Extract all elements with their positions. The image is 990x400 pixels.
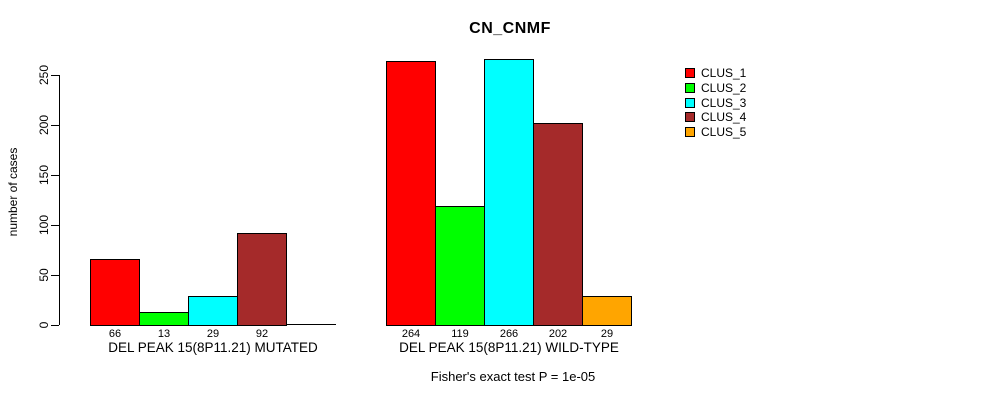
bar-clus-5-group-2 bbox=[582, 296, 632, 326]
bar-value-label: 202 bbox=[548, 328, 568, 340]
legend-swatch-icon bbox=[685, 127, 695, 138]
y-axis-tick-label: 250 bbox=[37, 64, 51, 86]
y-axis-tick bbox=[51, 224, 59, 226]
y-axis-tick bbox=[51, 74, 59, 76]
y-axis-tick bbox=[51, 324, 59, 326]
bar-clus-3-group-1 bbox=[188, 296, 238, 326]
bar-value-label: 264 bbox=[401, 328, 421, 340]
bar-clus-1-group-2 bbox=[386, 61, 436, 326]
bar-value-label: 92 bbox=[255, 328, 269, 340]
y-axis-tick-label: 0 bbox=[37, 321, 51, 329]
y-axis-tick bbox=[51, 174, 59, 176]
x-group-label-wildtype: DEL PEAK 15(8P11.21) WILD-TYPE bbox=[399, 340, 619, 355]
y-axis-tick bbox=[51, 124, 59, 126]
bar-value-label: 29 bbox=[600, 328, 614, 340]
y-axis-line bbox=[59, 75, 60, 325]
y-axis-tick bbox=[51, 274, 59, 276]
legend-swatch-icon bbox=[685, 97, 695, 108]
y-axis-tick-label: 150 bbox=[37, 164, 51, 186]
legend-entry-clus-4: CLUS_4 bbox=[685, 110, 746, 125]
legend-swatch-icon bbox=[685, 68, 695, 79]
bar-clus-2-group-2 bbox=[435, 206, 485, 326]
bar-clus-4-group-2 bbox=[533, 123, 583, 326]
y-axis-label: number of cases bbox=[6, 147, 20, 237]
bar-value-label: 29 bbox=[206, 328, 220, 340]
x-group-label-mutated: DEL PEAK 15(8P11.21) MUTATED bbox=[108, 340, 318, 355]
bar-clus-4-group-1 bbox=[237, 233, 287, 326]
y-axis-tick-label: 100 bbox=[37, 214, 51, 236]
legend-label: CLUS_4 bbox=[701, 110, 747, 125]
bar-value-label: 66 bbox=[108, 328, 122, 340]
legend-label: CLUS_1 bbox=[701, 66, 747, 81]
bar-value-label: 119 bbox=[451, 328, 469, 340]
legend-swatch-icon bbox=[685, 112, 695, 123]
legend-entry-clus-3: CLUS_3 bbox=[685, 95, 746, 110]
y-axis-tick-label: 50 bbox=[37, 268, 51, 282]
legend-label: CLUS_3 bbox=[701, 95, 747, 110]
legend-entry-clus-5: CLUS_5 bbox=[685, 125, 746, 140]
legend-entry-clus-1: CLUS_1 bbox=[685, 66, 746, 81]
chart-title: CN_CNMF bbox=[469, 20, 551, 37]
legend-label: CLUS_5 bbox=[701, 125, 747, 140]
bar-clus-2-group-1 bbox=[139, 312, 189, 326]
bar-clus-3-group-2 bbox=[484, 59, 534, 326]
bar-clus-5-group-1-zero bbox=[286, 324, 336, 325]
fisher-test-annotation: Fisher's exact test P = 1e-05 bbox=[430, 369, 596, 384]
legend-label: CLUS_2 bbox=[701, 81, 747, 96]
bar-value-label: 13 bbox=[157, 328, 171, 340]
legend-swatch-icon bbox=[685, 83, 695, 94]
legend: CLUS_1 CLUS_2 CLUS_3 CLUS_4 CLUS_5 bbox=[685, 66, 746, 139]
bar-value-label: 266 bbox=[499, 328, 519, 340]
y-axis-tick-label: 200 bbox=[37, 114, 51, 136]
legend-entry-clus-2: CLUS_2 bbox=[685, 81, 746, 96]
bar-clus-1-group-1 bbox=[90, 259, 140, 326]
